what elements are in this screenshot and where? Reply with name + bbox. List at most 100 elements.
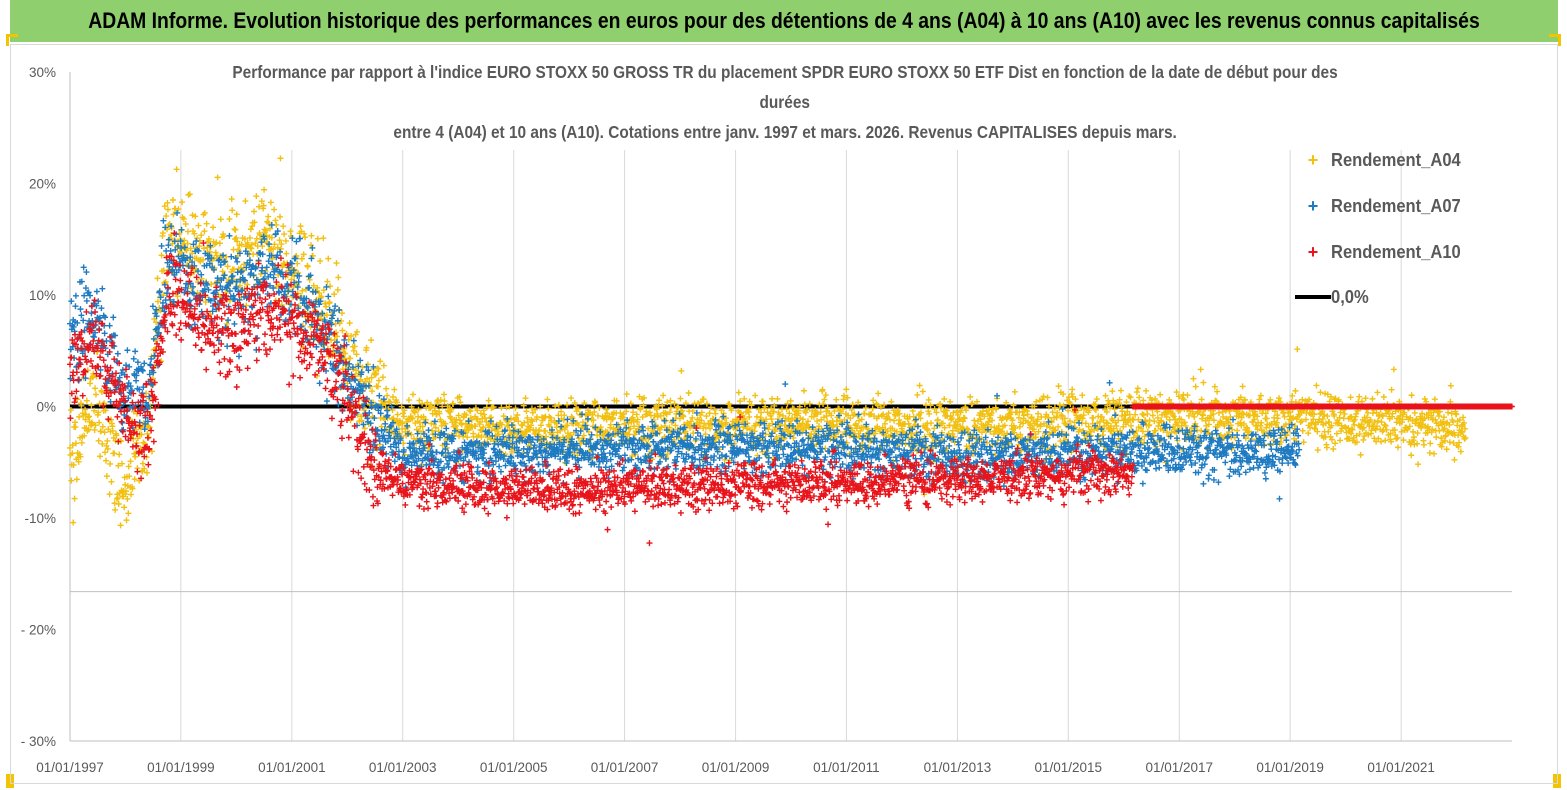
point-a04 bbox=[183, 247, 190, 254]
point-a07 bbox=[391, 458, 398, 465]
point-a04 bbox=[477, 410, 484, 417]
point-a04 bbox=[67, 407, 74, 414]
point-a04 bbox=[1151, 418, 1158, 425]
y-tick-label: 20% bbox=[29, 177, 56, 192]
point-a04 bbox=[508, 448, 515, 455]
point-a04 bbox=[532, 406, 539, 413]
point-a04 bbox=[523, 428, 530, 435]
point-a04 bbox=[1093, 396, 1100, 403]
point-a04 bbox=[916, 382, 923, 389]
point-a04 bbox=[83, 397, 90, 404]
point-a04 bbox=[102, 449, 109, 456]
point-a04 bbox=[1426, 449, 1433, 456]
point-a04 bbox=[472, 423, 479, 430]
point-a04 bbox=[216, 240, 223, 247]
point-a04 bbox=[169, 196, 176, 203]
point-a04 bbox=[265, 220, 272, 227]
point-a04 bbox=[544, 396, 551, 403]
point-a04 bbox=[706, 410, 713, 417]
point-a04 bbox=[1415, 461, 1421, 468]
point-a07 bbox=[99, 285, 106, 292]
point-a04 bbox=[335, 274, 342, 281]
point-a04 bbox=[99, 440, 106, 447]
point-a04 bbox=[281, 261, 288, 268]
point-a04 bbox=[208, 281, 215, 288]
point-a04 bbox=[184, 240, 191, 247]
point-a04 bbox=[346, 320, 353, 327]
point-a04 bbox=[814, 418, 821, 425]
point-a07 bbox=[316, 380, 323, 387]
point-a04 bbox=[1136, 394, 1143, 401]
point-a04 bbox=[401, 407, 408, 414]
point-a07 bbox=[224, 343, 231, 350]
point-a04 bbox=[1239, 383, 1246, 390]
point-a04 bbox=[228, 196, 235, 203]
point-a04 bbox=[184, 228, 191, 235]
point-a04 bbox=[1420, 441, 1427, 448]
point-a07 bbox=[876, 456, 883, 463]
point-a04 bbox=[1431, 396, 1438, 403]
point-a04 bbox=[114, 494, 121, 501]
point-a04 bbox=[1435, 412, 1442, 419]
point-a04 bbox=[295, 270, 302, 277]
x-tick-label: 01/01/1999 bbox=[147, 760, 215, 775]
point-a04 bbox=[416, 397, 423, 404]
point-a04 bbox=[68, 477, 75, 484]
point-a04 bbox=[282, 237, 289, 244]
point-a04 bbox=[928, 420, 935, 427]
point-a04 bbox=[1317, 389, 1324, 396]
x-tick-label: 01/01/1997 bbox=[36, 760, 104, 775]
point-a07 bbox=[917, 429, 924, 436]
x-tick-label: 01/01/2003 bbox=[369, 760, 437, 775]
y-tick-label: - 20% bbox=[21, 623, 56, 638]
point-a04 bbox=[1035, 410, 1042, 417]
point-a04 bbox=[348, 333, 355, 340]
point-a04 bbox=[220, 233, 227, 240]
point-a04 bbox=[1324, 413, 1331, 420]
point-a04 bbox=[103, 473, 110, 480]
point-a04 bbox=[233, 234, 240, 241]
point-a07 bbox=[323, 398, 330, 405]
point-a04 bbox=[500, 413, 507, 420]
x-tick-label: 01/01/2013 bbox=[924, 760, 992, 775]
point-a04 bbox=[1215, 409, 1222, 416]
point-a07 bbox=[620, 464, 627, 471]
point-a04 bbox=[1369, 395, 1376, 402]
point-a04 bbox=[1380, 394, 1387, 401]
point-a04 bbox=[299, 287, 306, 294]
point-a04 bbox=[232, 226, 239, 233]
point-a04 bbox=[116, 451, 123, 458]
point-a04 bbox=[537, 403, 544, 410]
point-a04 bbox=[522, 395, 529, 402]
point-a04 bbox=[85, 426, 92, 433]
point-a04 bbox=[297, 223, 304, 230]
point-a07 bbox=[332, 303, 339, 310]
point-a04 bbox=[465, 427, 472, 434]
point-a04 bbox=[911, 417, 918, 424]
point-a04 bbox=[1040, 393, 1047, 400]
point-a04 bbox=[210, 224, 217, 231]
point-a04 bbox=[1357, 451, 1364, 458]
point-a07 bbox=[558, 423, 565, 430]
point-a04 bbox=[1388, 386, 1395, 393]
point-a04 bbox=[377, 358, 384, 365]
point-a04 bbox=[1360, 436, 1367, 443]
point-a04 bbox=[919, 388, 926, 395]
y-tick-label: -10% bbox=[24, 511, 56, 526]
point-a04 bbox=[1198, 427, 1205, 434]
point-a04 bbox=[1411, 409, 1418, 416]
point-a04 bbox=[1332, 440, 1339, 447]
point-a04 bbox=[82, 406, 89, 413]
point-a04 bbox=[126, 473, 133, 480]
point-a04 bbox=[131, 476, 138, 483]
point-a07 bbox=[225, 317, 232, 324]
point-a04 bbox=[1374, 389, 1381, 396]
point-a04 bbox=[735, 389, 742, 396]
point-a04 bbox=[1362, 395, 1369, 402]
point-a04 bbox=[458, 421, 465, 428]
point-a04 bbox=[201, 209, 208, 216]
point-a04 bbox=[95, 437, 102, 444]
point-a04 bbox=[1409, 428, 1416, 435]
point-a04 bbox=[375, 365, 382, 372]
point-a04 bbox=[77, 453, 84, 460]
